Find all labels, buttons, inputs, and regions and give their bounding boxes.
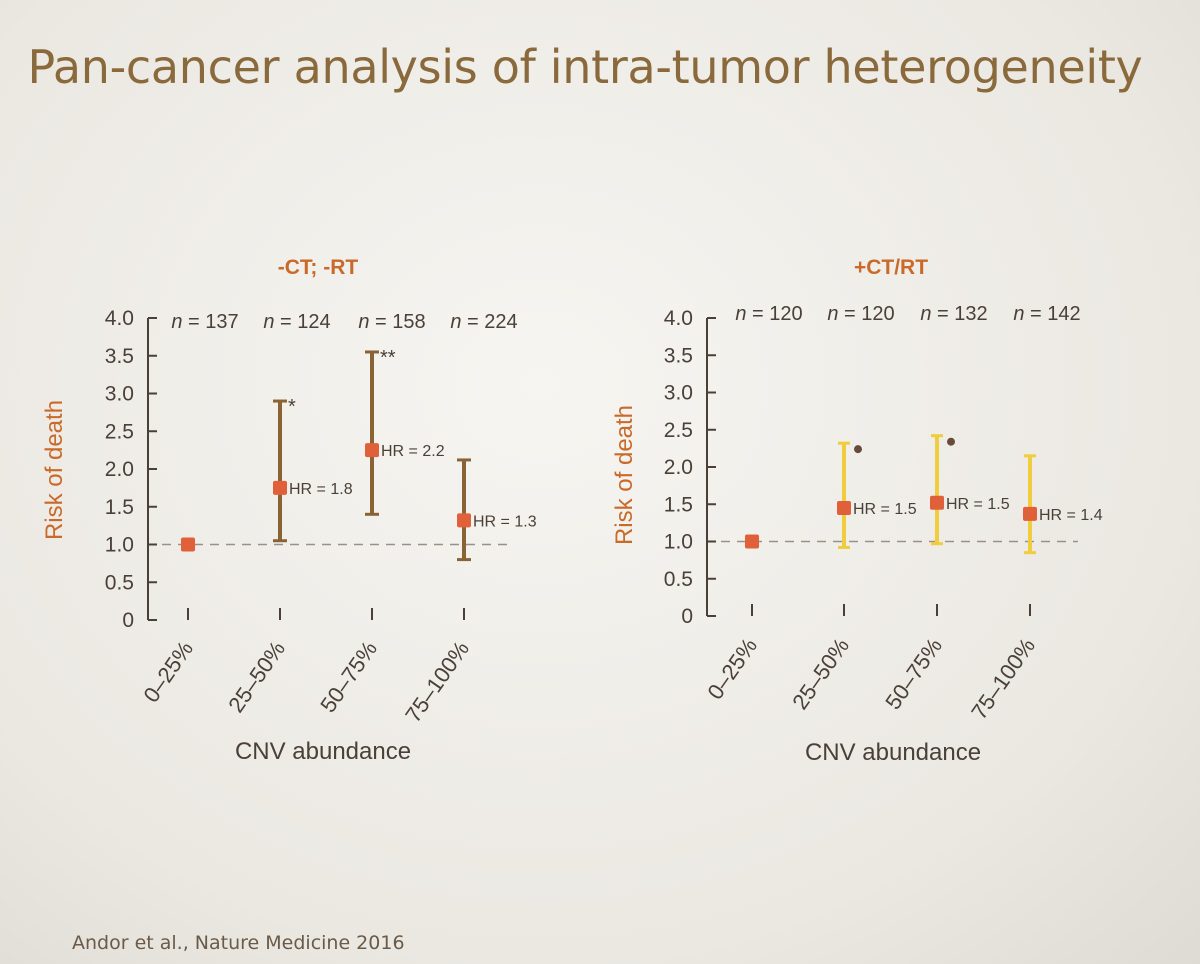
- chart-panel-2: +CT/RT 4.0 3.5 3.0 2.5 2.0 1.5 1.0 0.5 0 Risk of d…: [611, 256, 1103, 766]
- y-tick-label: 2.0: [105, 458, 134, 481]
- hr-point: [1023, 506, 1037, 521]
- y-tick-label: 3.0: [105, 383, 134, 406]
- y-tick-label: 3.5: [105, 345, 134, 368]
- hr-label: HR = 2.2: [381, 443, 445, 460]
- y-tick-label: 2.5: [664, 419, 693, 442]
- y-tick-label: 0: [681, 605, 693, 628]
- x-axis-label: CNV abundance: [805, 739, 981, 766]
- panel-title: +CT/RT: [854, 256, 928, 279]
- hr-label: HR = 1.8: [289, 481, 353, 498]
- hr-point: [837, 500, 851, 515]
- x-category-label: 25–50%: [223, 637, 290, 717]
- hr-label: HR = 1.3: [473, 513, 537, 530]
- x-category-label: 0–25%: [702, 634, 762, 704]
- hr-point: [181, 537, 195, 552]
- panel-title: -CT; -RT: [278, 256, 359, 279]
- x-category-label: 50–75%: [880, 634, 947, 714]
- y-tick-label: 4.0: [105, 307, 134, 330]
- n-label: n = 224: [450, 311, 517, 333]
- n-label: n = 158: [358, 311, 425, 333]
- x-category-label: 25–50%: [787, 634, 854, 714]
- citation: Andor et al., Nature Medicine 2016: [72, 932, 405, 954]
- n-label: n = 120: [827, 303, 894, 325]
- hr-point: [745, 534, 759, 549]
- hr-label: HR = 1.5: [853, 501, 917, 518]
- hr-point: [365, 443, 379, 458]
- hr-label: HR = 1.5: [946, 496, 1010, 513]
- x-category-label: 50–75%: [315, 637, 382, 717]
- hr-point: [457, 513, 471, 528]
- significance-dot: [854, 445, 862, 454]
- y-tick-label: 4.0: [664, 307, 693, 330]
- n-label: n = 142: [1013, 303, 1080, 325]
- y-tick-label: 3.0: [664, 382, 693, 405]
- significance-marker: **: [380, 347, 396, 369]
- y-tick-label: 1.5: [105, 496, 134, 519]
- y-axis-label: Risk of death: [611, 405, 638, 545]
- slide-title: Pan-cancer analysis of intra-tumor heter…: [27, 40, 1143, 94]
- x-axis-label: CNV abundance: [235, 738, 411, 765]
- hr-point: [930, 495, 944, 510]
- hr-label: HR = 1.4: [1039, 507, 1103, 524]
- y-tick-label: 0: [122, 609, 134, 632]
- n-label: n = 132: [920, 303, 987, 325]
- y-tick-label: 3.5: [664, 344, 693, 367]
- n-label: n = 137: [171, 311, 238, 333]
- y-tick-label: 2.0: [664, 456, 693, 479]
- significance-marker: *: [288, 396, 296, 418]
- y-tick-label: 1.0: [105, 534, 134, 557]
- x-category-label: 75–100%: [966, 634, 1040, 725]
- y-tick-label: 1.0: [664, 531, 693, 554]
- significance-dot: [947, 437, 955, 446]
- y-tick-label: 0.5: [105, 571, 134, 594]
- y-tick-label: 2.5: [105, 420, 134, 443]
- y-tick-label: 0.5: [664, 568, 693, 591]
- x-category-label: 0–25%: [138, 637, 198, 707]
- x-category-label: 75–100%: [400, 637, 474, 728]
- y-tick-label: 1.5: [664, 493, 693, 516]
- y-axis-label: Risk of death: [41, 400, 68, 540]
- n-label: n = 120: [735, 303, 802, 325]
- chart-panel-1: -CT; -RT 4.0 3.5 3.0 2.5 2.0 1.5 1.0 0.5 0 Risk of…: [41, 256, 537, 765]
- hr-point: [273, 480, 287, 495]
- n-label: n = 124: [263, 311, 330, 333]
